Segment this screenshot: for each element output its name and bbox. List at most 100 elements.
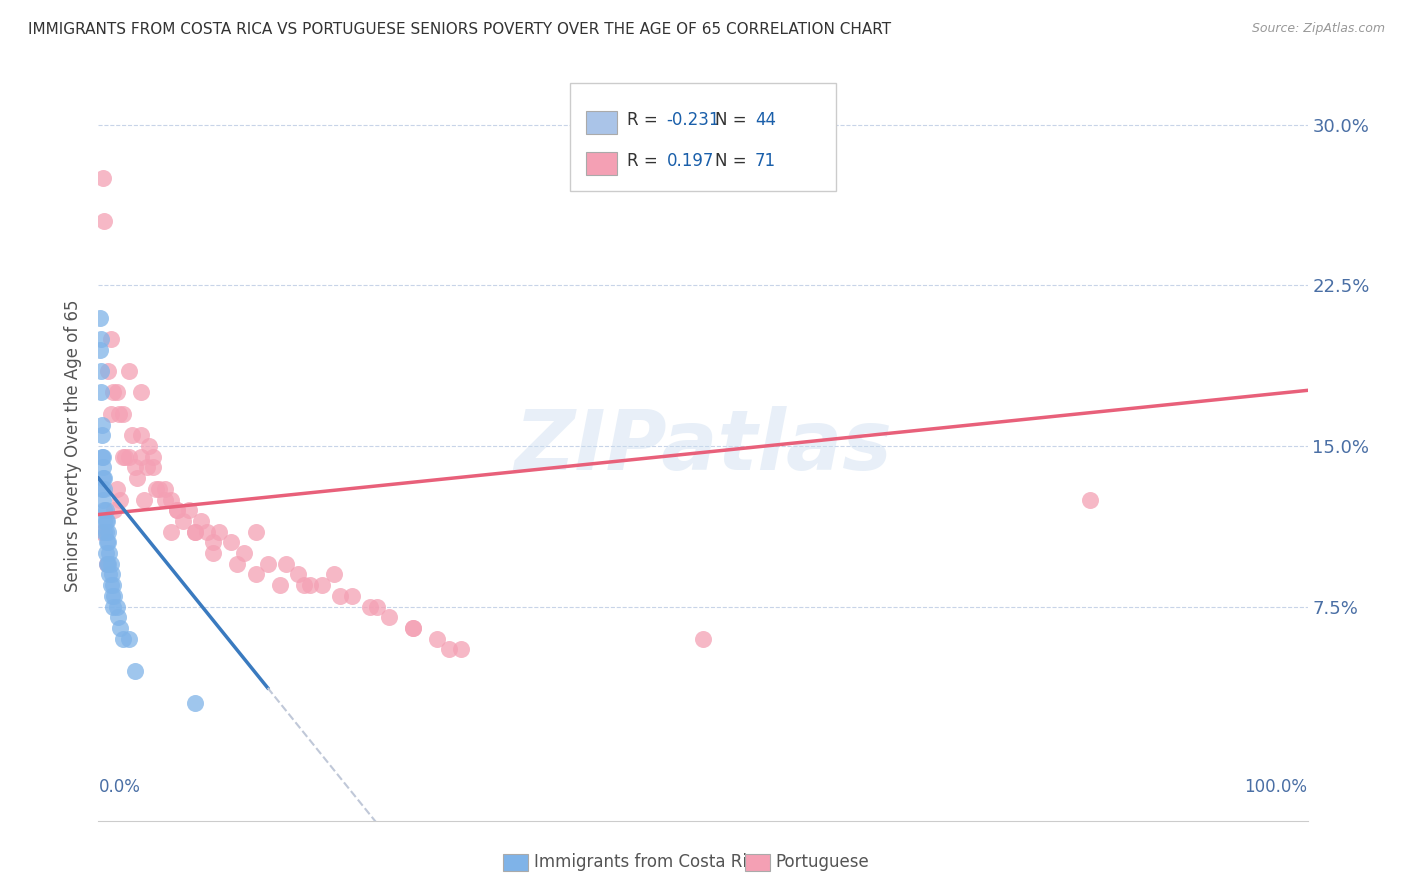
Point xyxy=(129,385,152,400)
Point xyxy=(274,557,297,571)
Point xyxy=(90,385,112,400)
Point xyxy=(329,589,352,603)
Point xyxy=(91,417,114,432)
Point xyxy=(103,589,125,603)
Point xyxy=(184,524,207,539)
Point xyxy=(91,450,114,464)
Text: N =: N = xyxy=(716,112,752,129)
Text: Immigrants from Costa Rica: Immigrants from Costa Rica xyxy=(534,853,766,871)
Text: 71: 71 xyxy=(755,153,776,170)
Point xyxy=(91,471,114,485)
Point xyxy=(195,524,218,539)
FancyBboxPatch shape xyxy=(745,855,769,871)
Point xyxy=(90,364,112,378)
Point xyxy=(97,535,120,549)
Point xyxy=(96,557,118,571)
Point xyxy=(202,535,225,549)
Point xyxy=(221,535,243,549)
Text: -0.231: -0.231 xyxy=(666,112,720,129)
Point xyxy=(437,642,460,657)
Point xyxy=(100,407,122,421)
Point xyxy=(105,599,128,614)
Point xyxy=(360,599,382,614)
Point xyxy=(89,343,111,357)
Point xyxy=(111,450,134,464)
Point xyxy=(97,557,120,571)
Point xyxy=(93,503,115,517)
Point xyxy=(93,524,115,539)
Point xyxy=(172,514,194,528)
Point xyxy=(118,632,141,646)
Point xyxy=(101,385,124,400)
Point xyxy=(91,428,114,442)
Point xyxy=(145,482,167,496)
Point xyxy=(111,632,134,646)
Point xyxy=(107,610,129,624)
Point xyxy=(105,482,128,496)
Point xyxy=(97,524,120,539)
Point xyxy=(91,482,114,496)
Point xyxy=(160,492,183,507)
Point xyxy=(142,460,165,475)
Point xyxy=(342,589,364,603)
Point xyxy=(129,450,152,464)
Point xyxy=(108,407,131,421)
Point xyxy=(105,385,128,400)
FancyBboxPatch shape xyxy=(586,112,617,134)
Point xyxy=(94,546,117,560)
Point xyxy=(100,578,122,592)
Point xyxy=(101,599,124,614)
Point xyxy=(166,503,188,517)
Text: N =: N = xyxy=(716,153,752,170)
Point xyxy=(93,482,115,496)
Point xyxy=(108,621,131,635)
FancyBboxPatch shape xyxy=(586,153,617,175)
Point xyxy=(114,450,136,464)
Text: Source: ZipAtlas.com: Source: ZipAtlas.com xyxy=(1251,22,1385,36)
Point xyxy=(402,621,425,635)
Point xyxy=(299,578,322,592)
Point xyxy=(190,514,212,528)
Point xyxy=(124,460,146,475)
Point xyxy=(111,407,134,421)
Point xyxy=(323,567,346,582)
Point xyxy=(226,557,249,571)
Point xyxy=(93,214,115,228)
Point xyxy=(94,503,117,517)
Point xyxy=(269,578,291,592)
Point xyxy=(93,514,115,528)
Point xyxy=(98,567,121,582)
Point xyxy=(103,503,125,517)
Point xyxy=(377,610,399,624)
Point xyxy=(232,546,254,560)
Point xyxy=(94,514,117,528)
Point xyxy=(692,632,714,646)
Point xyxy=(91,450,114,464)
Point xyxy=(121,428,143,442)
Point xyxy=(96,535,118,549)
Point xyxy=(100,589,122,603)
Point xyxy=(90,524,112,539)
Point xyxy=(93,471,115,485)
Point xyxy=(153,482,176,496)
Point xyxy=(184,696,207,710)
Point xyxy=(148,482,170,496)
Point xyxy=(91,460,114,475)
Point xyxy=(402,621,425,635)
Point xyxy=(287,567,309,582)
FancyBboxPatch shape xyxy=(569,83,837,191)
Text: 0.0%: 0.0% xyxy=(98,778,141,796)
Point xyxy=(97,364,120,378)
Point xyxy=(118,450,141,464)
Point xyxy=(91,171,114,186)
Point xyxy=(135,460,157,475)
Text: 100.0%: 100.0% xyxy=(1244,778,1308,796)
Point xyxy=(245,567,267,582)
Point xyxy=(134,492,156,507)
Point xyxy=(100,332,122,346)
Point xyxy=(184,524,207,539)
Point xyxy=(129,428,152,442)
Point xyxy=(450,642,472,657)
Point xyxy=(292,578,315,592)
Point xyxy=(124,664,146,678)
